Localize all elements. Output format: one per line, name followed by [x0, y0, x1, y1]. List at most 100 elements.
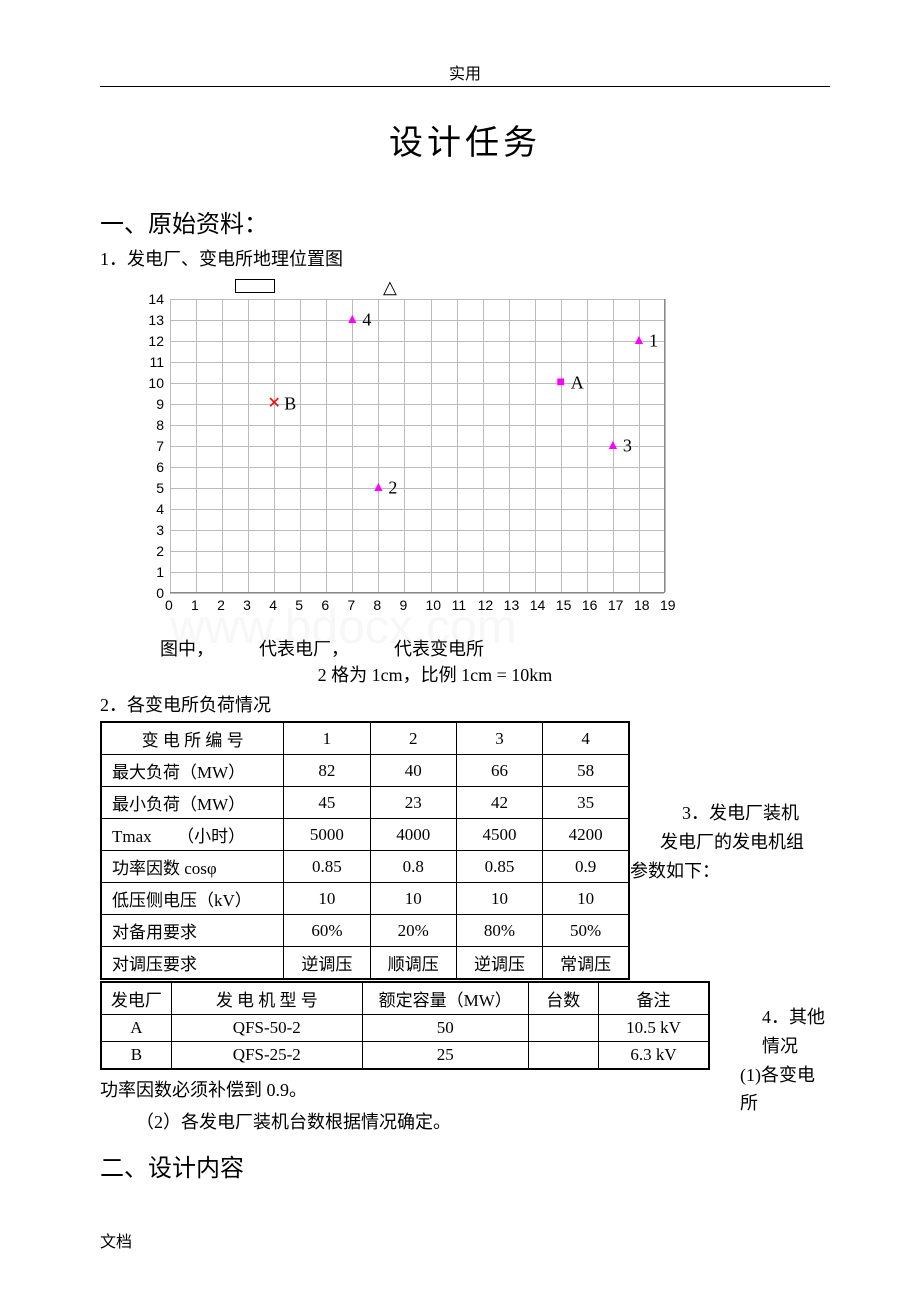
chart-point-label: 4 — [362, 310, 371, 331]
x-tick-label: 0 — [165, 597, 173, 613]
y-tick-label: 1 — [156, 564, 164, 580]
table-row: BQFS-25-2256.3 kV — [101, 1042, 709, 1070]
table-row: 最大负荷（MW）82406658 — [101, 755, 629, 787]
y-tick-label: 3 — [156, 522, 164, 538]
y-tick-label: 6 — [156, 459, 164, 475]
chart-point: ▲ — [345, 313, 359, 327]
table-cell: 60% — [284, 915, 370, 947]
table-cell: 10 — [456, 883, 542, 915]
table-cell: 10.5 kV — [598, 1015, 709, 1042]
y-tick-label: 4 — [156, 501, 164, 517]
table-cell: 最小负荷（MW） — [101, 787, 284, 819]
y-tick-label: 12 — [148, 333, 164, 349]
x-tick-label: 19 — [660, 597, 676, 613]
table-cell — [528, 1042, 598, 1070]
body-line-2: （2）各发电厂装机台数根据情况确定。 — [136, 1108, 830, 1134]
note-3-line1: 3．发电厂装机 — [682, 799, 804, 828]
x-tick-label: 1 — [191, 597, 199, 613]
table-cell: 5000 — [284, 819, 370, 851]
table-cell: 备注 — [598, 982, 709, 1015]
section-1-heading: 一、原始资料： — [100, 204, 830, 239]
table-cell: 台数 — [528, 982, 598, 1015]
table-cell: 0.8 — [370, 851, 456, 883]
x-tick-label: 5 — [295, 597, 303, 613]
table-cell: 低压侧电压（kV） — [101, 883, 284, 915]
table-row: AQFS-50-25010.5 kV — [101, 1015, 709, 1042]
note-4-line2: (1)各变电所 — [740, 1061, 830, 1119]
table-cell: 发 电 机 型 号 — [171, 982, 362, 1015]
table-cell: 常调压 — [543, 947, 629, 980]
table-row: 变 电 所 编 号1234 — [101, 722, 629, 755]
table-cell: 变 电 所 编 号 — [101, 722, 284, 755]
table-cell: 4500 — [456, 819, 542, 851]
note-3-line2: 发电厂的发电机组 — [660, 828, 804, 857]
table-cell: 功率因数 cosφ — [101, 851, 284, 883]
substation-load-table: 变 电 所 编 号1234最大负荷（MW）82406658最小负荷（MW）452… — [100, 721, 630, 980]
table-cell: 0.85 — [284, 851, 370, 883]
note-4-line1: 4．其他情况 — [762, 1003, 830, 1061]
footer-text: 文档 — [100, 1228, 132, 1252]
table-cell: 最大负荷（MW） — [101, 755, 284, 787]
table1-heading: 2．各变电所负荷情况 — [100, 691, 830, 717]
x-tick-label: 15 — [556, 597, 572, 613]
top-caption: 实用 — [100, 60, 830, 84]
table-row: 对调压要求逆调压顺调压逆调压常调压 — [101, 947, 629, 980]
x-tick-label: 8 — [373, 597, 381, 613]
table-cell: 42 — [456, 787, 542, 819]
y-tick-label: 10 — [148, 375, 164, 391]
table-row: 功率因数 cosφ0.850.80.850.9 — [101, 851, 629, 883]
generator-table: 发电厂发 电 机 型 号额定容量（MW）台数备注AQFS-50-25010.5 … — [100, 981, 710, 1070]
table-cell: 10 — [370, 883, 456, 915]
table-cell: 4200 — [543, 819, 629, 851]
top-rule — [100, 86, 830, 87]
x-tick-label: 18 — [634, 597, 650, 613]
x-tick-label: 2 — [217, 597, 225, 613]
table-cell: 80% — [456, 915, 542, 947]
table-cell: 6.3 kV — [598, 1042, 709, 1070]
table-cell: 2 — [370, 722, 456, 755]
table-cell: 82 — [284, 755, 370, 787]
x-tick-label: 3 — [243, 597, 251, 613]
note-3-line3: 参数如下： — [630, 857, 804, 886]
table-cell: 20% — [370, 915, 456, 947]
body-line-1: 功率因数必须补偿到 0.9。 — [100, 1076, 830, 1102]
table-cell: 25 — [362, 1042, 528, 1070]
table-cell: 10 — [284, 883, 370, 915]
table-cell: 3 — [456, 722, 542, 755]
table-cell: 35 — [543, 787, 629, 819]
x-tick-label: 11 — [452, 597, 467, 613]
chart-point: ▲ — [606, 439, 620, 453]
chart-point-label: A — [571, 373, 584, 394]
table-cell: 4000 — [370, 819, 456, 851]
table-row: 低压侧电压（kV）10101010 — [101, 883, 629, 915]
y-tick-label: 9 — [156, 396, 164, 412]
legend-plant-box — [235, 279, 275, 293]
y-tick-label: 5 — [156, 480, 164, 496]
main-title: 设计任务 — [100, 115, 830, 164]
y-tick-label: 13 — [148, 312, 164, 328]
table-cell: 10 — [543, 883, 629, 915]
table-cell — [528, 1015, 598, 1042]
table-cell: 逆调压 — [456, 947, 542, 980]
table-row: 发电厂发 电 机 型 号额定容量（MW）台数备注 — [101, 982, 709, 1015]
table-cell: QFS-25-2 — [171, 1042, 362, 1070]
table-row: Tmax （小时）5000400045004200 — [101, 819, 629, 851]
x-tick-label: 10 — [426, 597, 442, 613]
chart-point-label: 2 — [388, 478, 397, 499]
table-cell: 0.85 — [456, 851, 542, 883]
table-cell: 1 — [284, 722, 370, 755]
y-tick-label: 14 — [148, 291, 164, 307]
chart-point-label: B — [284, 394, 296, 415]
table-cell: 对调压要求 — [101, 947, 284, 980]
y-tick-label: 11 — [149, 354, 164, 370]
table-cell: 顺调压 — [370, 947, 456, 980]
x-tick-label: 17 — [608, 597, 624, 613]
table-cell: 50 — [362, 1015, 528, 1042]
table-cell: 4 — [543, 722, 629, 755]
y-tick-label: 7 — [156, 438, 164, 454]
table-cell: 66 — [456, 755, 542, 787]
table-row: 对备用要求60%20%80%50% — [101, 915, 629, 947]
x-tick-label: 16 — [582, 597, 598, 613]
location-chart: △ 01234567891011121314151617181901234567… — [120, 279, 690, 629]
table-cell: 45 — [284, 787, 370, 819]
